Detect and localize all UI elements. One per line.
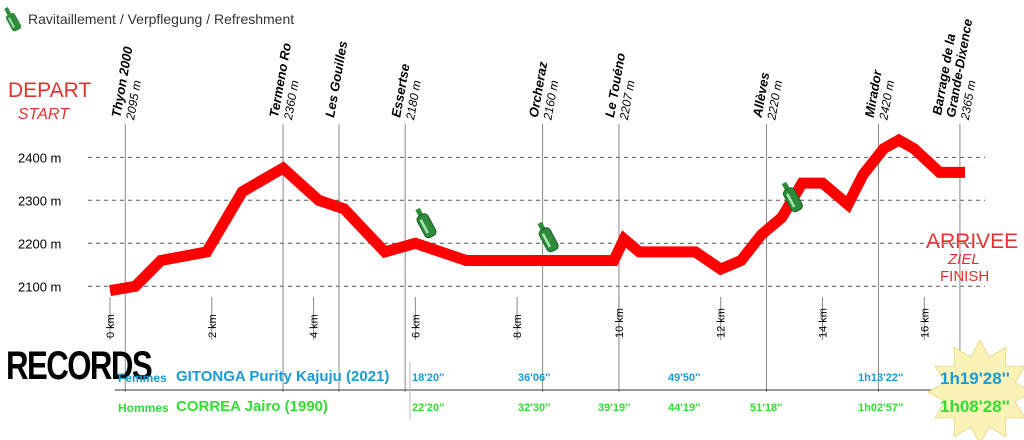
men-split-5: 51'18'' <box>750 402 783 414</box>
men-record-holder: CORREA Jairo (1990) <box>176 398 328 415</box>
y-tick-label: 2200 m <box>18 236 61 251</box>
x-tick-label: 8 km <box>512 314 524 338</box>
refreshment-bottle-icon <box>415 207 437 239</box>
men-label: Hommes <box>118 401 169 415</box>
start-label: START <box>18 106 69 123</box>
men-final-time: 1h08'28'' <box>940 397 1010 416</box>
women-final-time: 1h19'28'' <box>940 369 1010 388</box>
green-bottle-icon <box>4 7 22 32</box>
men-split-6: 1h02'57'' <box>858 402 904 414</box>
x-tick-label: 16 km <box>919 308 931 338</box>
ziel-label: ZIEL <box>948 251 980 268</box>
elevation-profile-line <box>109 133 965 297</box>
x-tick-label: 12 km <box>716 308 728 338</box>
men-split-2: 32'30'' <box>518 402 551 414</box>
arrivee-label: ARRIVEE <box>926 230 1019 253</box>
x-tick-label: 0 km <box>105 314 117 338</box>
men-split-3: 39'19'' <box>598 402 631 414</box>
women-split-4: 1h13'22'' <box>858 372 904 384</box>
women-record-holder: GITONGA Purity Kajuju (2021) <box>176 368 390 385</box>
refreshment-bottle-icon <box>537 221 559 253</box>
women-split-2: 36'06'' <box>518 372 551 384</box>
y-tick-label: 2100 m <box>18 279 61 294</box>
x-tick-label: 10 km <box>614 308 626 338</box>
x-tick-label: 4 km <box>309 314 321 338</box>
women-split-1: 18'20'' <box>412 372 445 384</box>
women-label: Femmes <box>118 371 167 385</box>
final-time-starburst <box>926 338 1024 440</box>
men-split-1: 22'20'' <box>412 402 445 414</box>
depart-label: DEPART <box>8 79 92 102</box>
refreshment-legend-text: Ravitaillement / Verpflegung / Refreshme… <box>28 11 295 27</box>
y-tick-label: 2300 m <box>18 193 61 208</box>
records-title: RECORDS <box>6 344 153 388</box>
finish-label: FINISH <box>940 268 990 285</box>
men-split-4: 44'19'' <box>668 402 701 414</box>
checkpoint-label-group: Les Gouilles <box>322 40 350 119</box>
x-tick-label: 14 km <box>818 308 830 338</box>
checkpoint-name: Les Gouilles <box>322 40 350 119</box>
x-tick-label: 2 km <box>207 314 219 338</box>
women-split-3: 49'50'' <box>668 372 701 384</box>
refreshment-bottle-icon <box>781 181 803 213</box>
y-tick-label: 2400 m <box>18 150 61 165</box>
refreshment-legend: Ravitaillement / Verpflegung / Refreshme… <box>4 4 294 34</box>
x-tick-label: 6 km <box>410 314 422 338</box>
